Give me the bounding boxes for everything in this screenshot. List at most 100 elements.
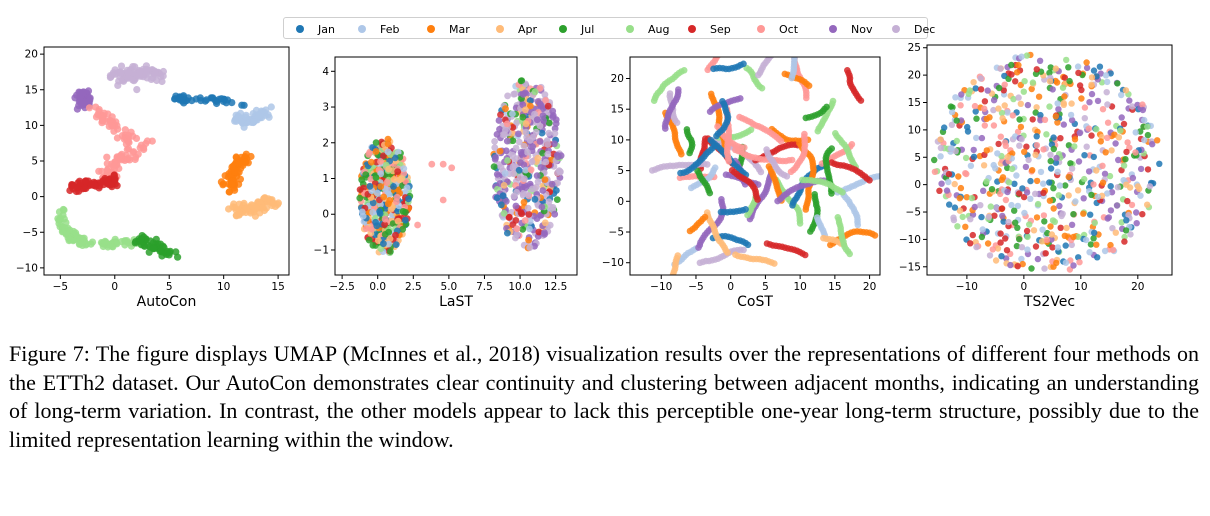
scatter-point [985,213,993,221]
y-tick-label: 4 [322,66,329,78]
scatter-point [545,129,553,137]
scatter-point [990,97,998,104]
scatter-point [771,260,778,267]
scatter-point [950,214,957,221]
scatter-point [491,138,498,145]
scatter-point [538,129,546,137]
scatter-point [1126,97,1133,104]
scatter-point [1047,151,1054,158]
scatter-point [394,168,402,176]
scatter-point [526,137,534,144]
scatter-point [522,120,530,128]
scatter-point [1032,151,1039,158]
scatter-point [376,207,383,215]
scatter-point [493,194,501,202]
scatter-point [1144,201,1151,208]
scatter-point [85,104,94,112]
scatter-point [1005,218,1012,226]
scatter-point [963,194,970,201]
legend-label: Apr [518,22,538,36]
scatter-point [503,137,511,145]
scatter-point [973,134,980,142]
scatter-point [385,240,392,248]
scatter-point [381,215,389,223]
scatter-point [1127,231,1134,238]
scatter-point [538,102,545,110]
scatter-point [1059,84,1067,91]
scatter-point [541,231,548,238]
scatter-point [986,114,993,121]
scatter-point [1024,233,1031,241]
scatter-point [369,209,377,216]
scatter-point [1139,106,1147,114]
scatter-point [1008,165,1016,173]
scatter-point [515,138,523,146]
scatter-point [235,210,243,218]
scatter-point [225,188,234,196]
y-tick-label: 15 [611,104,624,116]
scatter-point [1088,191,1095,199]
scatter-point [1025,156,1032,164]
scatter-point [531,110,538,118]
scatter-point [1109,246,1117,254]
scatter-point [539,112,547,119]
scatter-point [235,200,243,208]
scatter-point [1078,95,1085,102]
scatter-point [981,105,988,112]
scatter-point [380,152,387,160]
scatter-point [1070,233,1077,241]
scatter-point [520,198,528,206]
scatter-point [362,171,370,179]
scatter-point [1083,143,1090,150]
scatter-point [502,197,510,205]
scatter-point [1075,69,1082,77]
legend-item-feb: Feb [358,21,399,37]
scatter-point [366,182,374,190]
scatter-point [1099,179,1107,186]
scatter-point [995,140,1002,148]
scatter-point [956,195,963,202]
scatter-point [1046,197,1054,204]
scatter-point [372,218,379,226]
scatter-point [1082,236,1090,244]
scatter-point [1009,112,1016,119]
scatter-point [1061,74,1069,81]
scatter-point [1066,77,1073,85]
scatter-point [1070,211,1077,218]
scatter-point [400,165,408,173]
x-tick-label: 15 [271,281,284,293]
scatter-point [997,239,1004,246]
scatter-point [945,178,952,186]
scatter-point [208,94,216,102]
scatter-point [1029,167,1036,174]
scatter-point [536,84,544,92]
scatter-point [1000,218,1007,225]
scatter-point [1049,244,1056,251]
y-tick-label: 20 [611,73,624,85]
scatter-point [390,176,398,183]
scatter-point [1088,90,1096,98]
panel-title: AutoCon [137,294,197,310]
y-tick-label: 5 [617,165,624,177]
scatter-point [1004,153,1011,161]
scatter-point [995,105,1002,112]
scatter-point [238,101,246,109]
scatter-point [957,102,964,109]
scatter-point [1115,134,1123,141]
scatter-point [228,99,236,107]
scatter-point [1090,181,1097,188]
scatter-point [973,243,980,251]
scatter-point [1041,218,1048,225]
scatter-point [110,171,118,179]
scatter-point [365,236,373,244]
axes-frame [334,56,578,276]
scatter-point [714,123,721,130]
scatter-point [521,175,528,183]
scatter-point [1014,128,1022,135]
x-tick-label: −5 [53,281,68,293]
scatter-point [796,139,803,147]
scatter-point [1088,132,1095,139]
scatter-point [1144,131,1152,139]
scatter-point [1107,241,1114,249]
legend-item-aug: Aug [626,21,669,37]
